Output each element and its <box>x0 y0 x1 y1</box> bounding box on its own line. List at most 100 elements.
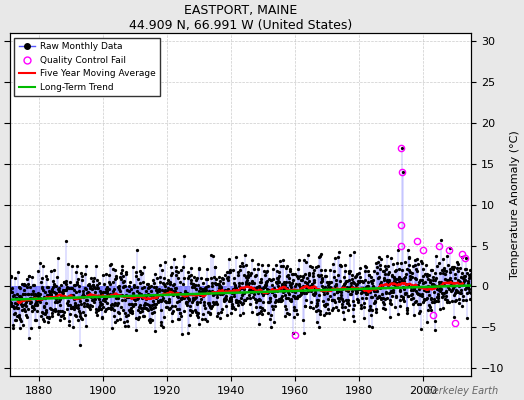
Point <box>94 304 103 310</box>
Point <box>122 292 130 298</box>
Point <box>350 318 358 324</box>
Point <box>173 293 181 300</box>
Point <box>455 300 464 306</box>
Point <box>186 302 194 309</box>
Point <box>149 300 158 307</box>
Point <box>173 306 181 312</box>
Point <box>185 322 193 328</box>
Point <box>242 274 250 280</box>
Point <box>379 299 387 306</box>
Point <box>438 294 446 301</box>
Point <box>298 277 306 283</box>
Point <box>46 292 54 298</box>
Point <box>319 285 327 292</box>
Point <box>263 267 271 274</box>
Point <box>299 282 308 289</box>
Point <box>75 283 83 289</box>
Point <box>378 305 387 311</box>
Point <box>450 314 458 320</box>
Point <box>272 297 280 303</box>
Point <box>69 304 78 311</box>
Point <box>303 252 312 258</box>
Point <box>395 275 403 281</box>
Point <box>449 264 457 270</box>
Point <box>125 308 134 315</box>
Point <box>293 266 302 272</box>
Point <box>443 253 451 259</box>
Point <box>20 287 28 294</box>
Point <box>460 266 468 273</box>
Point <box>340 281 348 287</box>
Point <box>390 268 399 274</box>
Point <box>225 296 234 303</box>
Point <box>235 312 244 318</box>
Point <box>167 286 175 292</box>
Point <box>252 299 260 306</box>
Point <box>212 281 221 287</box>
Point <box>125 287 133 294</box>
Point <box>102 271 111 277</box>
Point <box>356 265 364 272</box>
Point <box>288 270 296 277</box>
Point <box>14 296 23 303</box>
Point <box>54 298 63 305</box>
Point <box>281 312 289 319</box>
Point <box>49 284 57 290</box>
Point <box>410 262 419 268</box>
Point <box>32 299 40 306</box>
Point <box>228 290 237 296</box>
Point <box>416 292 424 298</box>
Point <box>413 291 422 298</box>
Point <box>67 284 75 291</box>
Point <box>308 281 316 287</box>
Point <box>366 302 375 309</box>
Point <box>61 287 70 294</box>
Point <box>322 301 331 308</box>
Point <box>231 287 239 294</box>
Point <box>353 271 362 278</box>
Point <box>62 286 70 293</box>
Point <box>304 284 312 291</box>
Point <box>393 280 401 286</box>
Point <box>13 305 21 312</box>
Point <box>135 313 144 320</box>
Point <box>139 264 148 271</box>
Point <box>137 270 146 276</box>
Point <box>233 299 242 305</box>
Point <box>200 302 209 308</box>
Point <box>134 306 143 313</box>
Point <box>180 253 189 260</box>
Point <box>42 313 51 320</box>
Point <box>46 305 54 312</box>
Point <box>124 323 132 330</box>
Point <box>144 285 152 291</box>
Point <box>96 302 104 308</box>
Point <box>194 265 203 271</box>
Point <box>219 290 227 296</box>
Point <box>340 274 348 280</box>
Point <box>274 298 282 304</box>
Point <box>360 303 368 310</box>
Point <box>217 309 226 315</box>
Point <box>383 278 391 285</box>
Point <box>347 290 355 297</box>
Point <box>467 270 475 277</box>
Point <box>257 276 265 282</box>
Point <box>233 298 241 304</box>
Point <box>42 307 50 313</box>
Point <box>265 287 273 293</box>
Point <box>206 304 214 310</box>
Point <box>292 273 301 280</box>
Point <box>159 280 167 286</box>
Point <box>8 288 16 295</box>
Point <box>137 291 145 298</box>
Point <box>258 311 267 318</box>
Point <box>453 265 462 271</box>
Point <box>158 267 167 274</box>
Point <box>261 282 270 288</box>
Point <box>403 307 411 313</box>
Point <box>334 288 343 294</box>
Point <box>38 316 47 322</box>
Point <box>72 268 80 275</box>
Point <box>432 283 441 290</box>
